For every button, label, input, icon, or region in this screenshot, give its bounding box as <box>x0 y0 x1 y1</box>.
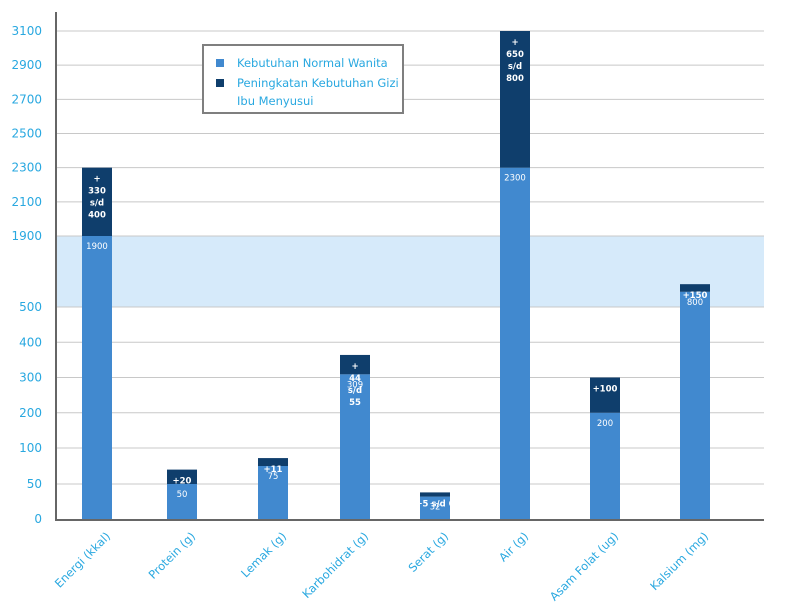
x-tick-label: Kalsium (mg) <box>647 529 711 593</box>
y-tick-label: 500 <box>19 300 42 314</box>
y-tick-label: 50 <box>27 477 42 491</box>
legend-swatch-normal <box>216 58 224 67</box>
bar-normal <box>500 167 530 519</box>
legend-item-increase-line2: Ibu Menyusui <box>216 93 314 109</box>
legend-label-increase-line2: Ibu Menyusui <box>237 94 314 108</box>
bar-increase <box>420 492 450 497</box>
bar-normal <box>167 484 197 519</box>
bar-increase <box>82 167 112 236</box>
y-tick-label: 300 <box>19 371 42 385</box>
data-label-increase: 400 <box>88 211 106 221</box>
legend-swatch-increase <box>216 78 224 87</box>
y-tick-label: 2900 <box>11 58 42 72</box>
data-label-increase: s/d <box>508 62 522 72</box>
x-tick-label: Asam Folat (ug) <box>547 529 621 603</box>
data-label-normal: 1900 <box>86 242 108 252</box>
data-label-normal: 200 <box>597 419 613 429</box>
data-label-normal: 32 <box>430 503 441 513</box>
x-tick-label: Air (g) <box>496 529 531 564</box>
legend-item-normal: Kebutuhan Normal Wanita <box>216 55 388 71</box>
data-label-increase: + <box>93 175 100 185</box>
y-tick-label: 2500 <box>11 127 42 141</box>
data-label-normal: 2300 <box>504 174 526 184</box>
x-tick-label: Serat (g) <box>405 529 451 575</box>
x-tick-label: Energi (kkal) <box>52 529 113 590</box>
legend: Kebutuhan Normal Wanita Peningkatan Kebu… <box>202 44 404 114</box>
bar-normal <box>680 291 710 519</box>
data-label-increase: s/d <box>348 386 362 396</box>
y-tick-label: 2300 <box>11 161 42 175</box>
data-label-increase: +150 <box>683 291 708 301</box>
legend-item-increase: Peningkatan Kebutuhan Gizi <box>216 75 399 91</box>
data-label-increase: 330 <box>88 187 106 197</box>
bar-normal <box>590 412 620 519</box>
x-tick-label: Protein (g) <box>146 529 199 582</box>
data-label-increase: +20 <box>173 477 192 487</box>
legend-label-increase: Peningkatan Kebutuhan Gizi <box>237 76 399 90</box>
data-label-normal: 50 <box>177 490 188 500</box>
data-label-normal: 800 <box>687 298 703 308</box>
bar-increase <box>590 377 620 413</box>
bar-increase <box>258 458 288 466</box>
data-label-increase: + <box>351 362 358 372</box>
y-tick-label: 3100 <box>11 24 42 38</box>
bar-increase <box>340 354 370 375</box>
data-label-normal: 309 <box>347 380 363 390</box>
y-tick-label: 2700 <box>11 92 42 106</box>
data-label-increase: 650 <box>506 50 524 60</box>
y-tick-label: 2100 <box>11 195 42 209</box>
y-tick-label: 1900 <box>11 229 42 243</box>
bar-increase <box>500 31 530 168</box>
bar-increase <box>167 469 197 484</box>
bar-normal <box>258 466 288 519</box>
data-label-increase: s/d <box>90 199 104 209</box>
x-tick-label: Karbohidrat (g) <box>299 529 371 601</box>
x-tick-label: Lemak (g) <box>238 529 289 580</box>
data-label-increase: 55 <box>349 398 361 408</box>
legend-label-normal: Kebutuhan Normal Wanita <box>237 56 388 70</box>
data-label-increase: 800 <box>506 74 524 84</box>
data-label-normal: 75 <box>268 472 279 482</box>
bar-increase <box>680 284 710 292</box>
y-tick-label: 400 <box>19 335 42 349</box>
data-label-increase: +5 s/d 6 <box>415 499 454 509</box>
bar-normal <box>82 236 112 519</box>
y-tick-label: 0 <box>34 512 42 526</box>
y-tick-label: 100 <box>19 441 42 455</box>
data-label-increase: +11 <box>264 465 283 475</box>
data-label-increase: + <box>511 38 518 48</box>
data-label-increase: +100 <box>593 385 618 395</box>
axis-break-band <box>56 236 764 307</box>
y-tick-label: 200 <box>19 406 42 420</box>
data-label-increase: 44 <box>349 374 361 384</box>
bar-normal <box>340 374 370 519</box>
bar-normal <box>420 496 450 519</box>
